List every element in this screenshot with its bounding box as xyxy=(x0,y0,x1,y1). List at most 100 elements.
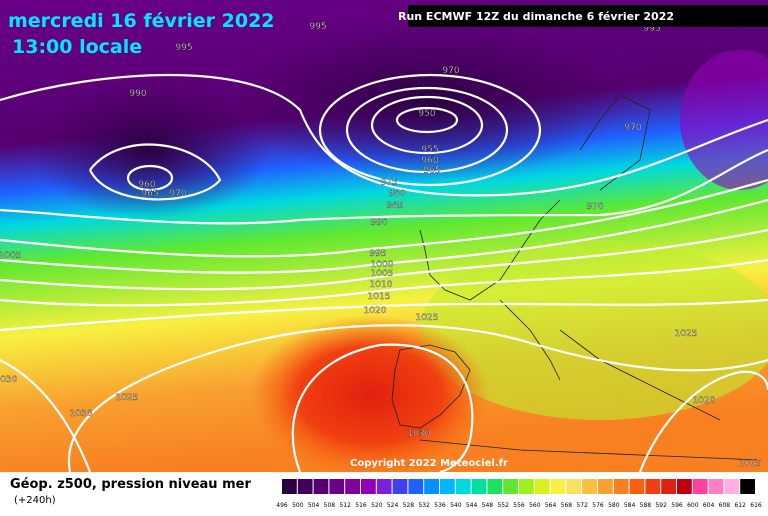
forecast-date: mercredi 16 février 2022 xyxy=(8,10,275,32)
map-background xyxy=(0,0,768,475)
coastlines xyxy=(391,94,761,461)
isobar-label: 985 xyxy=(386,201,403,211)
isobar-label: 1020 xyxy=(364,306,387,316)
isobar-label: 965 xyxy=(141,189,158,199)
scale-swatch xyxy=(677,479,692,494)
scale-swatch xyxy=(440,479,455,494)
scale-label: 504 xyxy=(308,502,320,509)
run-banner xyxy=(408,5,768,27)
scale-swatch xyxy=(376,479,392,494)
scale-label: 568 xyxy=(561,502,573,509)
isobar-label: 960 xyxy=(421,156,438,166)
scale-label: 500 xyxy=(292,502,304,509)
isobar-label: 1005 xyxy=(0,251,21,261)
isobar-label: 995 xyxy=(175,43,192,53)
scale-swatch xyxy=(692,479,708,494)
scale-label: 612 xyxy=(734,502,746,509)
isobar-label: 970 xyxy=(586,202,603,212)
scale-label: 584 xyxy=(624,502,636,509)
scale-swatch xyxy=(550,479,566,494)
scale-swatch xyxy=(613,479,629,494)
scale-label: 604 xyxy=(703,502,715,509)
forecast-time: 13:00 locale xyxy=(12,36,142,58)
scale-label: 556 xyxy=(513,502,525,509)
scale-label: 600 xyxy=(687,502,699,509)
scale-swatch xyxy=(329,479,345,494)
isobar-label: 995 xyxy=(643,24,660,34)
isobar-label: 990 xyxy=(129,89,146,99)
isobar-label: 1030 xyxy=(0,375,18,385)
copyright: Copyright 2022 Meteociel.fr xyxy=(350,458,508,469)
isobar-label: 1025 xyxy=(116,393,139,403)
isobar-label: 995 xyxy=(309,22,326,32)
scale-swatch xyxy=(582,479,597,494)
scale-swatch xyxy=(392,479,408,494)
scale-label: 616 xyxy=(750,502,762,509)
scale-label: 580 xyxy=(608,502,620,509)
scale-swatch xyxy=(471,479,487,494)
run-info: Run ECMWF 12Z du dimanche 6 février 2022 xyxy=(398,10,674,23)
isobar-label: 1010 xyxy=(370,280,393,290)
isobar-label: 970 xyxy=(624,123,641,133)
scale-label: 552 xyxy=(497,502,509,509)
isobar-label: 1030 xyxy=(70,409,93,419)
isobar-label: 1000 xyxy=(371,260,394,270)
scale-label: 576 xyxy=(592,502,604,509)
isobar-label: 1025 xyxy=(675,329,698,339)
scale-label: 572 xyxy=(576,502,588,509)
scale-swatch xyxy=(708,479,724,494)
scale-swatch xyxy=(566,479,582,494)
scale-label: 548 xyxy=(482,502,494,509)
scale-swatch xyxy=(598,479,613,494)
scale-swatch xyxy=(455,479,471,494)
scale-swatch xyxy=(519,479,534,494)
isobar-label: 1015 xyxy=(739,459,762,469)
scale-swatch xyxy=(487,479,503,494)
isobar-label: 970 xyxy=(169,189,186,199)
scale-swatch xyxy=(282,479,297,494)
scale-label: 564 xyxy=(545,502,557,509)
scale-swatch xyxy=(724,479,740,494)
isobar-label: 1030 xyxy=(408,429,431,439)
scale-label: 596 xyxy=(671,502,683,509)
isobar-label: 960 xyxy=(138,180,155,190)
scale-swatch xyxy=(424,479,439,494)
legend-title: Géop. z500, pression niveau mer xyxy=(10,477,251,492)
scale-swatch xyxy=(297,479,313,494)
isobar-label: 1005 xyxy=(371,269,394,279)
color-scale: 496 500 504 508 512 516 520 524 528 532 536 540 544 5… xyxy=(276,479,762,509)
scale-swatch xyxy=(645,479,661,494)
scale-swatch xyxy=(313,479,329,494)
scale-label: 536 xyxy=(434,502,446,509)
isobar-label: 980 xyxy=(388,189,405,199)
scale-swatch xyxy=(503,479,518,494)
scale-swatch xyxy=(361,479,376,494)
scale-swatch xyxy=(408,479,424,494)
scale-label: 516 xyxy=(355,502,367,509)
scale-label: 524 xyxy=(387,502,399,509)
scale-label: 508 xyxy=(324,502,336,509)
scale-label: 512 xyxy=(339,502,351,509)
legend-lead: (+240h) xyxy=(14,495,56,506)
scale-swatch xyxy=(345,479,360,494)
isobar-label: 970 xyxy=(442,66,459,76)
isobar-label: 965 xyxy=(423,166,440,176)
scale-label: 588 xyxy=(640,502,652,509)
isobar-label: 975 xyxy=(380,178,397,188)
scale-swatch xyxy=(629,479,645,494)
isobar-label: 955 xyxy=(421,145,438,155)
isobar-label: 1025 xyxy=(416,313,439,323)
isobar-label: 995 xyxy=(369,249,386,259)
scale-swatch xyxy=(740,479,755,494)
scale-label: 592 xyxy=(655,502,667,509)
scale-swatch xyxy=(661,479,676,494)
isobar-label: 1015 xyxy=(368,292,391,302)
isobars xyxy=(0,73,768,474)
scale-label: 560 xyxy=(529,502,541,509)
scale-label: 528 xyxy=(403,502,415,509)
scale-label: 532 xyxy=(418,502,430,509)
isobar-label: 990 xyxy=(370,218,387,228)
isobar-label: 950 xyxy=(418,109,435,119)
